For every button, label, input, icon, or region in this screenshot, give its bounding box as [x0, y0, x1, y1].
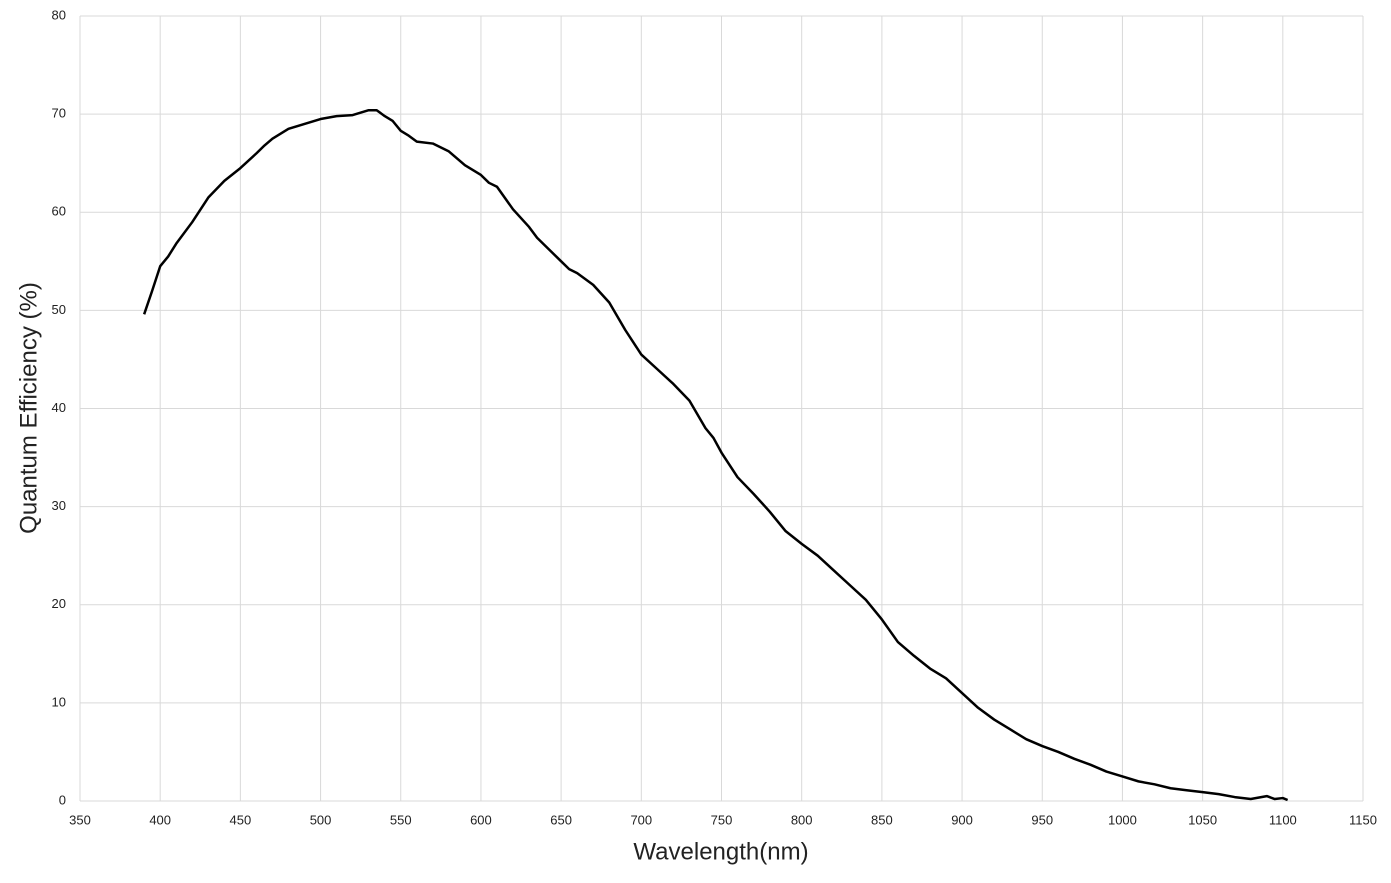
x-tick-label: 1000 [1108, 812, 1137, 827]
x-tick-label: 350 [69, 812, 91, 827]
x-tick-label: 600 [470, 812, 492, 827]
x-tick-label: 1100 [1269, 812, 1297, 827]
x-tick-label: 850 [871, 812, 893, 827]
x-tick-label: 1050 [1188, 812, 1217, 827]
y-tick-label: 0 [59, 792, 66, 807]
x-tick-label: 1150 [1349, 812, 1377, 827]
y-axis-title: Quantum Efficiency (%) [15, 282, 42, 534]
x-tick-label: 950 [1031, 812, 1053, 827]
x-tick-label: 800 [791, 812, 813, 827]
y-tick-label: 40 [52, 400, 66, 415]
x-tick-label: 650 [550, 812, 572, 827]
x-tick-label: 900 [951, 812, 973, 827]
y-tick-label: 20 [52, 596, 66, 611]
x-tick-label: 550 [390, 812, 412, 827]
y-tick-label: 10 [52, 694, 66, 709]
x-tick-label: 500 [310, 812, 332, 827]
y-tick-label: 60 [52, 204, 66, 219]
x-tick-label: 700 [630, 812, 652, 827]
y-tick-label: 50 [52, 302, 66, 317]
x-tick-label: 750 [711, 812, 733, 827]
y-tick-label: 80 [52, 7, 66, 22]
x-tick-label: 400 [149, 812, 171, 827]
y-tick-label: 70 [52, 106, 66, 121]
data-line [142, 108, 1289, 802]
x-tick-label: 450 [230, 812, 252, 827]
y-tick-label: 30 [52, 498, 66, 513]
x-axis-title: Wavelength(nm) [633, 838, 808, 865]
